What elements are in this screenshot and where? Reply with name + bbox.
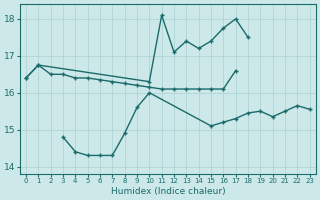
X-axis label: Humidex (Indice chaleur): Humidex (Indice chaleur) [110,187,225,196]
